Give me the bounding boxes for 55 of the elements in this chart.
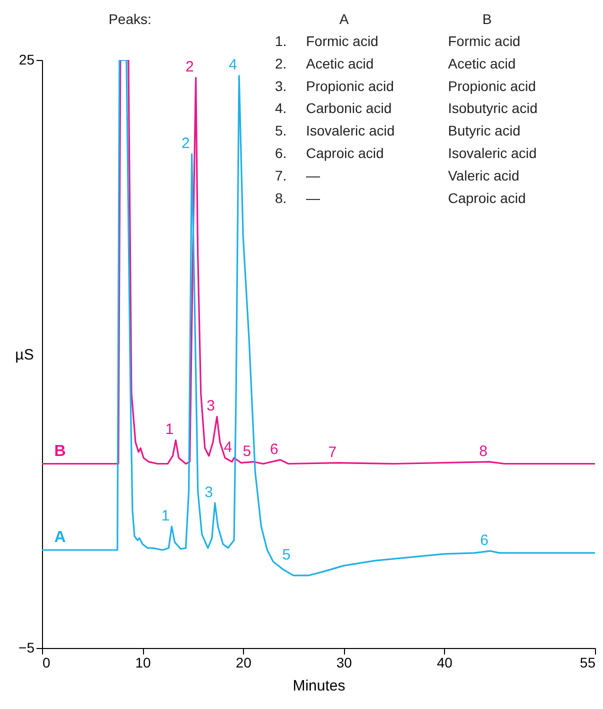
text: A — [339, 11, 350, 27]
x-tick-label: 0 — [42, 654, 50, 670]
annotation: 7. — [275, 167, 287, 184]
series-label: A — [54, 529, 66, 546]
annotation: 2 — [185, 58, 194, 76]
annotation: Acetic acid — [448, 55, 516, 72]
annotation: Propionic acid — [306, 78, 394, 94]
annotation: Acetic acid — [306, 55, 374, 72]
annotation: 1 — [165, 421, 174, 438]
annotation: 6 — [480, 532, 488, 549]
annotation: — — [306, 167, 320, 184]
line-series — [42, 60, 595, 576]
annotation: Carbonic acid — [306, 100, 392, 116]
annotation: 6 — [270, 440, 278, 458]
annotation: 8. — [275, 190, 287, 206]
annotation: 4 — [228, 56, 238, 74]
annotation: Valeric acid — [448, 167, 520, 184]
annotation: Propionic acid — [448, 78, 536, 94]
series-label: B — [54, 442, 66, 460]
y-tick-label: 25 — [18, 52, 35, 68]
y-tick-label: −5 — [18, 640, 35, 656]
x-tick-label: 20 — [236, 654, 252, 670]
annotation: Caproic acid — [448, 190, 526, 206]
annotation: 2. — [275, 55, 287, 72]
annotation: 6. — [275, 145, 287, 161]
y-axis-title: µS — [15, 346, 34, 364]
x-tick-label: 30 — [336, 654, 352, 670]
text: Formic acid — [448, 33, 520, 49]
annotation: 1 — [161, 507, 170, 524]
x-axis-title: Minutes — [292, 678, 346, 694]
text: Peaks: — [108, 11, 152, 27]
annotation: 4 — [224, 438, 232, 456]
line-series — [42, 60, 595, 465]
annotation: 3 — [206, 398, 215, 415]
annotation: Isobutyric acid — [448, 100, 538, 116]
annotation: 2 — [181, 135, 190, 152]
x-tick-label: 10 — [135, 654, 152, 670]
annotation: 7 — [328, 444, 337, 461]
annotation: Isovaleric acid — [306, 122, 395, 139]
annotation: 4. — [275, 100, 287, 116]
annotation: 3 — [204, 484, 213, 501]
annotation: 5 — [282, 546, 291, 564]
x-tick-label: 55 — [580, 654, 596, 670]
annotation: — — [306, 190, 320, 206]
text: 1. — [275, 33, 287, 49]
annotation: Caproic acid — [306, 145, 384, 161]
text: Formic acid — [306, 33, 378, 49]
text: B — [482, 11, 492, 27]
annotation: 3. — [275, 78, 287, 94]
annotation: 8 — [479, 442, 488, 460]
annotation: 5 — [242, 442, 252, 460]
annotation: Isovaleric acid — [448, 145, 537, 161]
annotation: Butyric acid — [448, 122, 520, 139]
x-tick-label: 40 — [436, 654, 453, 670]
annotation: 5. — [275, 122, 287, 139]
